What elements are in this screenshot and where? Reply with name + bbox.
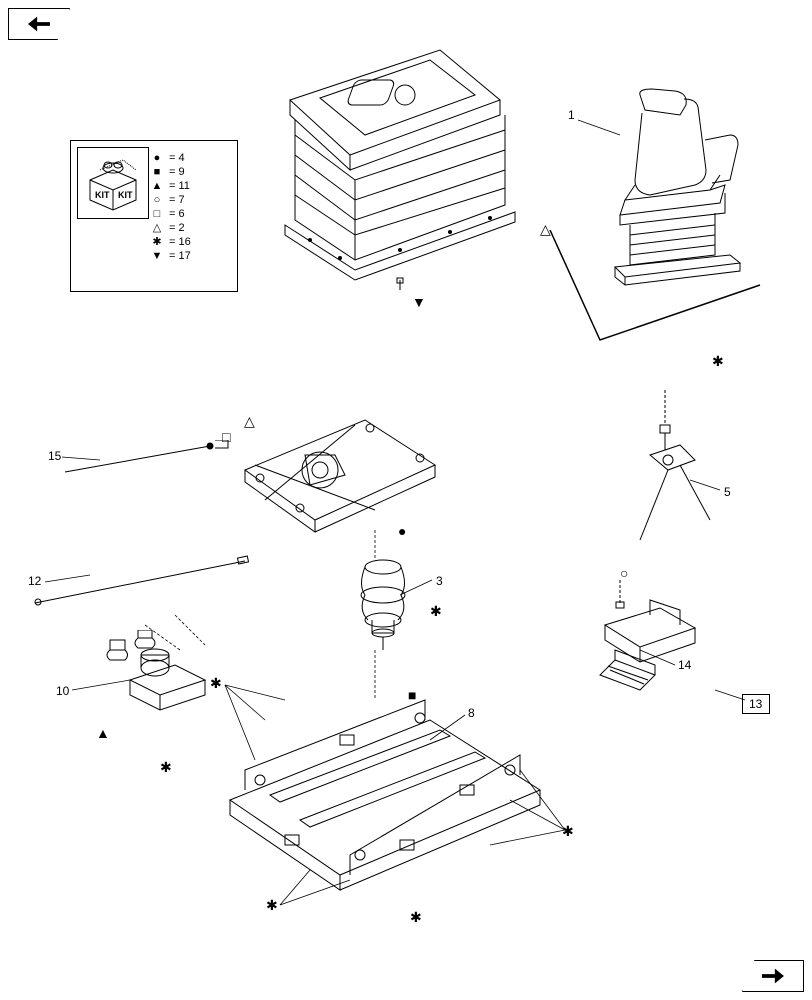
- kit-legend-list: ●= 4 ■= 9 ▲= 11 ○= 7 □= 6 △= 2 ✱= 16 ▼= …: [151, 151, 227, 263]
- star-icon: ✱: [712, 354, 724, 368]
- callout-box-13: 13: [742, 694, 770, 714]
- legend-row: ▲= 11: [151, 179, 227, 193]
- air-spring: [348, 555, 418, 650]
- kit-label-1: KIT: [95, 190, 110, 200]
- callout-1: 1: [568, 108, 575, 122]
- star-icon: ✱: [410, 910, 422, 924]
- legend-row: □= 6: [151, 207, 227, 221]
- kit-icon: KIT KIT: [77, 147, 149, 219]
- legend-row: ▼= 17: [151, 249, 227, 263]
- tri-down-solid-icon: ▼: [412, 295, 426, 309]
- nav-next[interactable]: [742, 960, 804, 992]
- scissor-frame: [225, 400, 455, 540]
- legend-row: ○= 7: [151, 193, 227, 207]
- square-open-icon: □: [222, 430, 230, 444]
- circle-solid-icon: ●: [398, 524, 406, 538]
- star-icon: ✱: [160, 760, 172, 774]
- legend-row: ●= 4: [151, 151, 227, 165]
- circle-open-icon: ○: [620, 566, 628, 580]
- callout-10: 10: [56, 684, 69, 698]
- tri-open-icon: △: [540, 222, 551, 236]
- base-plate: [190, 680, 570, 910]
- star-icon: ✱: [210, 676, 222, 690]
- star-icon: ✱: [562, 824, 574, 838]
- kit-legend-box: KIT KIT ●= 4 ■= 9 ▲= 11 ○= 7 □= 6 △= 2 ✱…: [70, 140, 238, 292]
- tri-solid-icon: ▲: [96, 726, 110, 740]
- nav-prev[interactable]: [8, 8, 70, 40]
- callout-3: 3: [436, 574, 443, 588]
- legend-row: ■= 9: [151, 165, 227, 179]
- diagram-page: KIT KIT ●= 4 ■= 9 ▲= 11 ○= 7 □= 6 △= 2 ✱…: [0, 0, 812, 1000]
- kit-label-2: KIT: [118, 190, 133, 200]
- tri-open-icon: △: [244, 414, 255, 428]
- rod: [60, 440, 235, 480]
- legend-row: ✱= 16: [151, 235, 227, 249]
- valve-block: [580, 580, 730, 700]
- adjust-lever: [620, 390, 730, 550]
- square-solid-icon: ■: [408, 688, 416, 702]
- legend-row: △= 2: [151, 221, 227, 235]
- star-icon: ✱: [266, 898, 278, 912]
- star-icon: ✱: [430, 604, 442, 618]
- cable-long: [30, 555, 255, 610]
- assembly-line: [400, 230, 770, 360]
